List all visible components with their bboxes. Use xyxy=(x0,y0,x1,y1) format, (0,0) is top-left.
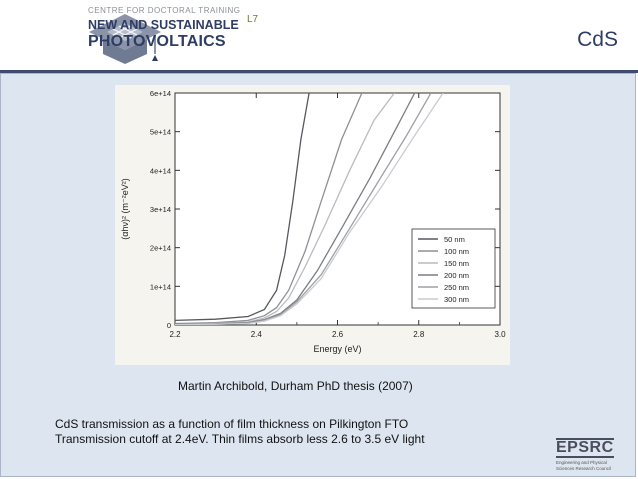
logo-line-3: PHOTOVOLTAICS xyxy=(88,33,226,50)
y-tick-label: 1e+14 xyxy=(150,282,171,291)
x-tick-label: 2.6 xyxy=(332,330,344,339)
chart-panel: 2.2 2.4 2.6 2.8 3.0 0 1e+14 2e+14 3e+14 4e+14 5e+1… xyxy=(115,85,510,365)
series-line xyxy=(175,93,363,325)
legend-label: 150 nm xyxy=(444,259,469,268)
slide-number: L7 xyxy=(247,14,259,25)
absorption-chart: 2.2 2.4 2.6 2.8 3.0 0 1e+14 2e+14 3e+14 4e+14 5e+1… xyxy=(120,89,506,354)
y-tick-label: 5e+14 xyxy=(150,128,171,137)
body-line-1: CdS transmission as a function of film t… xyxy=(55,417,409,431)
figure-caption: Martin Archibold, Durham PhD thesis (200… xyxy=(178,379,413,393)
legend-label: 100 nm xyxy=(444,247,469,256)
y-tick-label: 6e+14 xyxy=(150,89,171,98)
legend-box xyxy=(411,228,496,309)
legend-label: 300 nm xyxy=(444,295,469,304)
x-tick-label: 2.8 xyxy=(413,330,425,339)
y-tick-label: 3e+14 xyxy=(150,205,171,214)
slide-header: CENTRE FOR DOCTORAL TRAINING NEW AND SUS… xyxy=(0,0,638,72)
slide-title: CdS xyxy=(577,28,618,51)
y-tick-label: 2e+14 xyxy=(150,244,171,253)
epsrc-subtitle: Engineering and Physical Sciences Resear… xyxy=(556,460,612,471)
series-line xyxy=(175,93,310,322)
x-axis-label: Energy (eV) xyxy=(313,344,361,354)
logo-graduation-cap-icon xyxy=(89,14,161,64)
body-line-2: Transmission cutoff at 2.4eV. Thin films… xyxy=(55,432,425,446)
header-divider xyxy=(0,70,638,73)
logo-line-1: CENTRE FOR DOCTORAL TRAINING xyxy=(88,6,241,15)
epsrc-name: EPSRC xyxy=(556,438,614,458)
y-axis-label: (αhν)² (m⁻²eV²) xyxy=(120,178,130,239)
body-text: CdS transmission as a function of film t… xyxy=(55,417,425,447)
y-tick-label: 0 xyxy=(167,321,171,330)
x-tick-label: 2.2 xyxy=(169,330,181,339)
legend-label: 50 nm xyxy=(444,235,465,244)
x-tick-label: 2.4 xyxy=(251,330,263,339)
legend-label: 250 nm xyxy=(444,283,469,292)
logo-line-2: NEW AND SUSTAINABLE xyxy=(88,18,239,32)
x-tick-label: 3.0 xyxy=(494,330,506,339)
legend-label: 200 nm xyxy=(444,271,469,280)
y-tick-label: 4e+14 xyxy=(150,166,171,175)
logo-text: CENTRE FOR DOCTORAL TRAINING NEW AND SUS… xyxy=(88,6,241,51)
epsrc-logo: EPSRC Engineering and Physical Sciences … xyxy=(556,438,626,471)
series-line xyxy=(175,93,444,325)
